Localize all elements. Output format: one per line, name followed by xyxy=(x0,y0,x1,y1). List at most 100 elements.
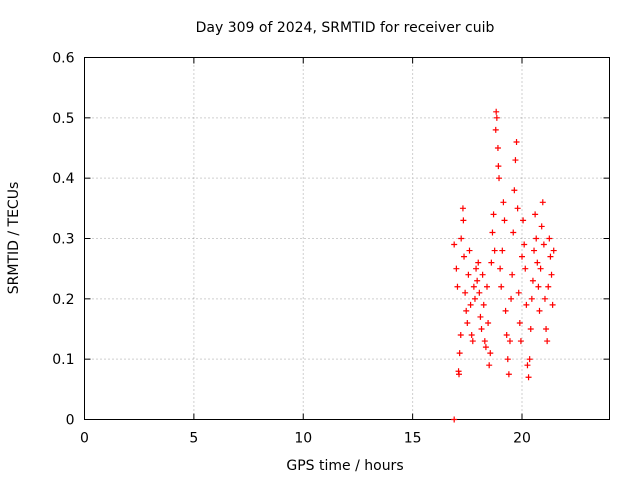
data-point xyxy=(476,289,483,296)
chart-title: Day 309 of 2024, SRMTID for receiver cui… xyxy=(196,20,495,36)
y-tick-label: 0.2 xyxy=(52,292,74,308)
data-point xyxy=(514,205,521,212)
data-point xyxy=(533,235,540,242)
data-point xyxy=(458,235,465,242)
data-point xyxy=(531,247,538,254)
data-point xyxy=(549,301,556,308)
x-tick-label: 10 xyxy=(294,431,312,447)
x-tick-label: 15 xyxy=(404,431,422,447)
data-point xyxy=(461,253,468,260)
data-point xyxy=(494,145,501,151)
data-point xyxy=(482,344,489,351)
data-point xyxy=(486,362,493,369)
data-point xyxy=(505,371,512,378)
y-tick-label: 0.6 xyxy=(52,51,74,67)
data-point xyxy=(479,271,486,278)
data-point xyxy=(478,326,485,332)
data-point xyxy=(543,326,550,332)
data-point xyxy=(506,338,513,345)
data-point xyxy=(500,199,507,206)
data-point xyxy=(534,259,541,266)
grid-lines xyxy=(84,57,610,420)
data-point xyxy=(481,338,488,345)
y-tick-label: 0.5 xyxy=(52,111,74,127)
data-point xyxy=(525,374,532,381)
data-point xyxy=(515,289,522,296)
data-point xyxy=(532,211,539,218)
x-tick-label: 20 xyxy=(513,431,531,447)
data-point xyxy=(464,319,471,326)
data-point xyxy=(475,259,482,266)
data-point xyxy=(477,313,484,320)
data-point xyxy=(463,307,470,314)
data-point xyxy=(527,326,534,332)
data-points xyxy=(451,108,557,423)
data-point xyxy=(496,175,503,182)
data-point xyxy=(467,301,474,308)
data-point xyxy=(473,265,480,272)
x-axis-label: GPS time / hours xyxy=(286,458,403,474)
data-point xyxy=(522,265,529,272)
data-point xyxy=(498,283,505,290)
data-point xyxy=(456,371,462,378)
data-point xyxy=(503,332,510,339)
data-point xyxy=(470,283,477,290)
data-point xyxy=(539,199,546,206)
x-tick-label: 5 xyxy=(189,431,198,447)
data-point xyxy=(535,283,542,290)
y-tick-label: 0.1 xyxy=(52,352,74,368)
data-point xyxy=(529,277,536,284)
data-point xyxy=(465,271,472,278)
data-point xyxy=(520,217,527,224)
y-tick-label: 0.3 xyxy=(52,232,74,248)
y-axis-label: SRMTID / TECUs xyxy=(6,182,22,295)
data-point xyxy=(468,332,475,339)
data-point xyxy=(499,247,506,254)
data-point xyxy=(485,319,492,326)
data-point xyxy=(469,338,476,345)
data-point xyxy=(457,332,464,339)
data-point xyxy=(462,289,469,296)
data-point xyxy=(548,271,555,278)
data-point xyxy=(541,295,548,302)
data-point xyxy=(513,138,520,145)
data-point xyxy=(502,307,509,314)
data-point xyxy=(511,187,518,194)
data-point xyxy=(512,157,519,164)
data-point xyxy=(516,319,523,326)
data-point xyxy=(474,277,481,284)
data-point xyxy=(471,295,478,302)
data-point xyxy=(528,295,535,302)
axis-ticks: 0 0.1 0.2 0.3 0.4 0.5 0.6 0 5 10 15 20 xyxy=(52,51,610,447)
data-point xyxy=(466,247,473,254)
data-point xyxy=(523,301,530,308)
data-point xyxy=(509,271,516,278)
data-point xyxy=(538,223,545,230)
data-point xyxy=(495,163,502,170)
data-point xyxy=(501,217,508,224)
data-point xyxy=(545,283,552,290)
data-point xyxy=(492,126,499,133)
data-point xyxy=(451,416,458,423)
data-point xyxy=(544,338,551,345)
data-point xyxy=(510,229,517,236)
data-point xyxy=(546,235,553,242)
data-point xyxy=(550,247,557,254)
data-point xyxy=(488,259,495,266)
y-tick-label: 0.4 xyxy=(52,171,74,187)
data-point xyxy=(497,265,504,272)
y-tick-label: 0 xyxy=(66,413,75,429)
data-point xyxy=(491,247,498,254)
data-point xyxy=(489,229,496,236)
data-point xyxy=(484,283,490,290)
x-tick-label: 0 xyxy=(80,431,89,447)
data-point xyxy=(504,356,511,363)
plot-frame xyxy=(84,57,610,420)
data-point xyxy=(493,114,500,121)
data-point xyxy=(519,253,525,260)
data-point xyxy=(487,350,494,357)
data-point xyxy=(480,301,487,308)
data-point xyxy=(454,283,461,290)
data-point xyxy=(490,211,497,218)
